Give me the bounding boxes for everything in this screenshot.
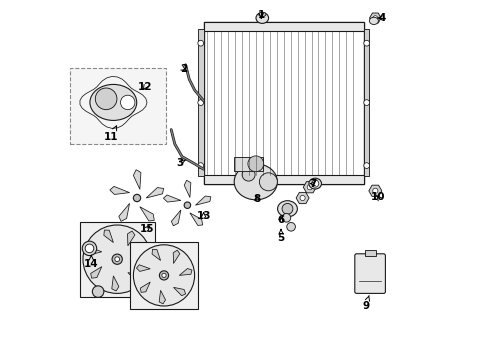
Polygon shape <box>128 273 142 282</box>
Circle shape <box>282 213 291 222</box>
FancyBboxPatch shape <box>355 254 386 293</box>
Ellipse shape <box>256 13 269 23</box>
Text: 8: 8 <box>253 194 261 204</box>
Polygon shape <box>119 203 129 221</box>
Circle shape <box>159 271 169 280</box>
Polygon shape <box>140 282 150 292</box>
Polygon shape <box>86 247 102 255</box>
Text: 6: 6 <box>277 215 285 225</box>
Polygon shape <box>104 230 113 243</box>
Ellipse shape <box>369 17 378 24</box>
Polygon shape <box>296 192 309 204</box>
Circle shape <box>259 173 277 191</box>
Circle shape <box>373 188 378 193</box>
Circle shape <box>242 168 255 181</box>
Polygon shape <box>164 195 181 202</box>
Text: 5: 5 <box>277 229 285 243</box>
Circle shape <box>83 225 151 293</box>
Circle shape <box>133 194 141 202</box>
Circle shape <box>162 273 166 278</box>
Text: 12: 12 <box>138 82 152 92</box>
Circle shape <box>121 95 135 109</box>
Circle shape <box>112 254 122 264</box>
Polygon shape <box>173 250 180 264</box>
Polygon shape <box>133 170 141 189</box>
Polygon shape <box>134 252 148 259</box>
Polygon shape <box>110 186 129 194</box>
Text: 1: 1 <box>258 10 265 20</box>
Circle shape <box>364 40 369 46</box>
Polygon shape <box>173 287 186 296</box>
Text: 9: 9 <box>362 296 369 311</box>
Ellipse shape <box>259 12 266 17</box>
Circle shape <box>312 180 319 187</box>
Text: 3: 3 <box>176 158 186 168</box>
Circle shape <box>282 203 293 214</box>
Text: 7: 7 <box>310 179 317 189</box>
Text: 13: 13 <box>196 211 211 221</box>
Circle shape <box>133 245 195 306</box>
Bar <box>71 68 166 144</box>
Polygon shape <box>196 196 211 205</box>
Polygon shape <box>369 185 382 197</box>
Polygon shape <box>136 265 150 271</box>
Circle shape <box>373 16 378 20</box>
Polygon shape <box>152 249 161 261</box>
Circle shape <box>198 40 204 46</box>
Polygon shape <box>190 213 203 225</box>
Text: 11: 11 <box>104 126 118 142</box>
Circle shape <box>198 100 204 105</box>
Circle shape <box>96 88 117 110</box>
Circle shape <box>184 202 191 208</box>
Polygon shape <box>91 267 102 278</box>
Polygon shape <box>303 181 316 193</box>
Text: 10: 10 <box>371 192 386 202</box>
Polygon shape <box>172 210 181 226</box>
Text: 4: 4 <box>378 13 386 23</box>
Bar <box>204 22 364 31</box>
Bar <box>234 157 263 171</box>
Circle shape <box>300 195 305 201</box>
Polygon shape <box>159 290 166 304</box>
Circle shape <box>115 257 120 262</box>
Polygon shape <box>369 13 381 23</box>
Circle shape <box>307 185 313 190</box>
Bar <box>198 29 204 176</box>
Polygon shape <box>127 231 135 246</box>
Ellipse shape <box>82 241 97 256</box>
Bar <box>364 29 369 176</box>
Bar <box>204 175 364 184</box>
Ellipse shape <box>92 286 104 297</box>
Polygon shape <box>146 188 164 198</box>
Ellipse shape <box>277 201 297 217</box>
Circle shape <box>364 163 369 168</box>
Ellipse shape <box>234 164 277 200</box>
Polygon shape <box>179 269 192 275</box>
Circle shape <box>198 163 204 168</box>
Bar <box>79 221 155 297</box>
Bar <box>365 250 375 256</box>
Text: 2: 2 <box>180 64 188 74</box>
Polygon shape <box>112 276 119 291</box>
Circle shape <box>248 156 264 172</box>
Bar <box>130 242 197 309</box>
Circle shape <box>85 244 94 253</box>
Text: 15: 15 <box>140 224 154 234</box>
Text: 14: 14 <box>84 255 98 269</box>
Circle shape <box>287 222 295 231</box>
Ellipse shape <box>309 178 321 189</box>
Circle shape <box>364 100 369 105</box>
Ellipse shape <box>90 85 137 120</box>
Polygon shape <box>140 207 154 221</box>
Bar <box>204 22 364 184</box>
Polygon shape <box>184 180 191 198</box>
